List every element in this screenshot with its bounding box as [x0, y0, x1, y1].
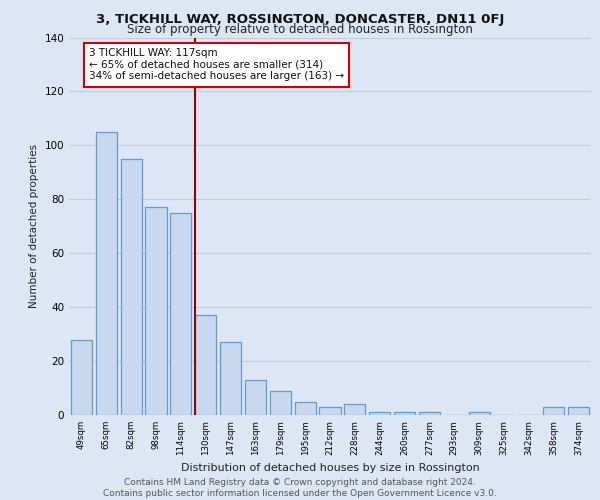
Bar: [319, 407, 341, 415]
Bar: [543, 407, 564, 415]
Bar: [145, 208, 167, 415]
Bar: [568, 407, 589, 415]
Bar: [270, 390, 291, 415]
Bar: [170, 213, 191, 415]
Y-axis label: Number of detached properties: Number of detached properties: [29, 144, 39, 308]
Bar: [195, 315, 216, 415]
Text: 3 TICKHILL WAY: 117sqm
← 65% of detached houses are smaller (314)
34% of semi-de: 3 TICKHILL WAY: 117sqm ← 65% of detached…: [89, 48, 344, 82]
Bar: [220, 342, 241, 415]
Bar: [245, 380, 266, 415]
Text: Contains HM Land Registry data © Crown copyright and database right 2024.
Contai: Contains HM Land Registry data © Crown c…: [103, 478, 497, 498]
Text: Size of property relative to detached houses in Rossington: Size of property relative to detached ho…: [127, 22, 473, 36]
Bar: [71, 340, 92, 415]
Bar: [295, 402, 316, 415]
Bar: [469, 412, 490, 415]
Bar: [369, 412, 390, 415]
Bar: [344, 404, 365, 415]
X-axis label: Distribution of detached houses by size in Rossington: Distribution of detached houses by size …: [181, 463, 479, 473]
Bar: [121, 159, 142, 415]
Bar: [419, 412, 440, 415]
Bar: [96, 132, 117, 415]
Text: 3, TICKHILL WAY, ROSSINGTON, DONCASTER, DN11 0FJ: 3, TICKHILL WAY, ROSSINGTON, DONCASTER, …: [96, 12, 504, 26]
Bar: [394, 412, 415, 415]
